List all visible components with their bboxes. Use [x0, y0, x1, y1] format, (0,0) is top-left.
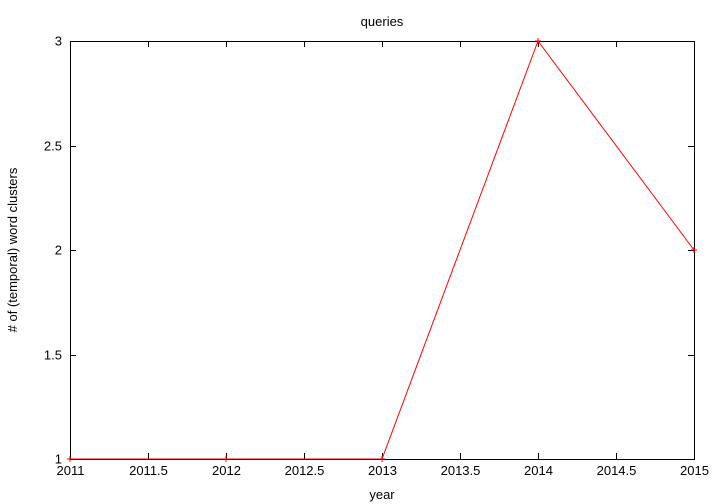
x-tick-label: 2011.5 — [129, 463, 168, 478]
x-tick-label: 2015 — [680, 463, 709, 478]
data-point — [535, 38, 541, 44]
x-axis: 2011 2011.5 2012 2012.5 2013 2013.5 2014 2014.5… — [57, 41, 709, 478]
x-tick-label: 2012 — [212, 463, 241, 478]
y-axis-label: # of (temporal) word clusters — [5, 167, 20, 332]
x-tick-label: 2013.5 — [441, 463, 481, 478]
x-tick-label: 2014 — [524, 463, 553, 478]
x-tick-label: 2011 — [57, 463, 85, 478]
x-axis-label: year — [369, 487, 395, 502]
chart-title: queries — [361, 14, 404, 29]
y-tick-label: 1.5 — [44, 348, 62, 363]
x-tick-label: 2012.5 — [285, 463, 325, 478]
data-point — [691, 247, 697, 253]
y-tick-label: 2 — [55, 243, 62, 258]
y-tick-label: 2.5 — [44, 139, 62, 154]
series-line — [70, 39, 695, 460]
y-axis: 1 1.5 2 2.5 3 — [44, 34, 694, 467]
x-tick-label: 2013 — [368, 463, 397, 478]
data-point — [379, 456, 385, 462]
series-group — [67, 38, 697, 462]
data-point — [223, 456, 229, 462]
data-point — [67, 456, 73, 462]
y-tick-label: 1 — [55, 452, 62, 467]
x-tick-label: 2014.5 — [597, 463, 637, 478]
plot-frame — [70, 41, 695, 460]
y-tick-label: 3 — [55, 34, 62, 49]
